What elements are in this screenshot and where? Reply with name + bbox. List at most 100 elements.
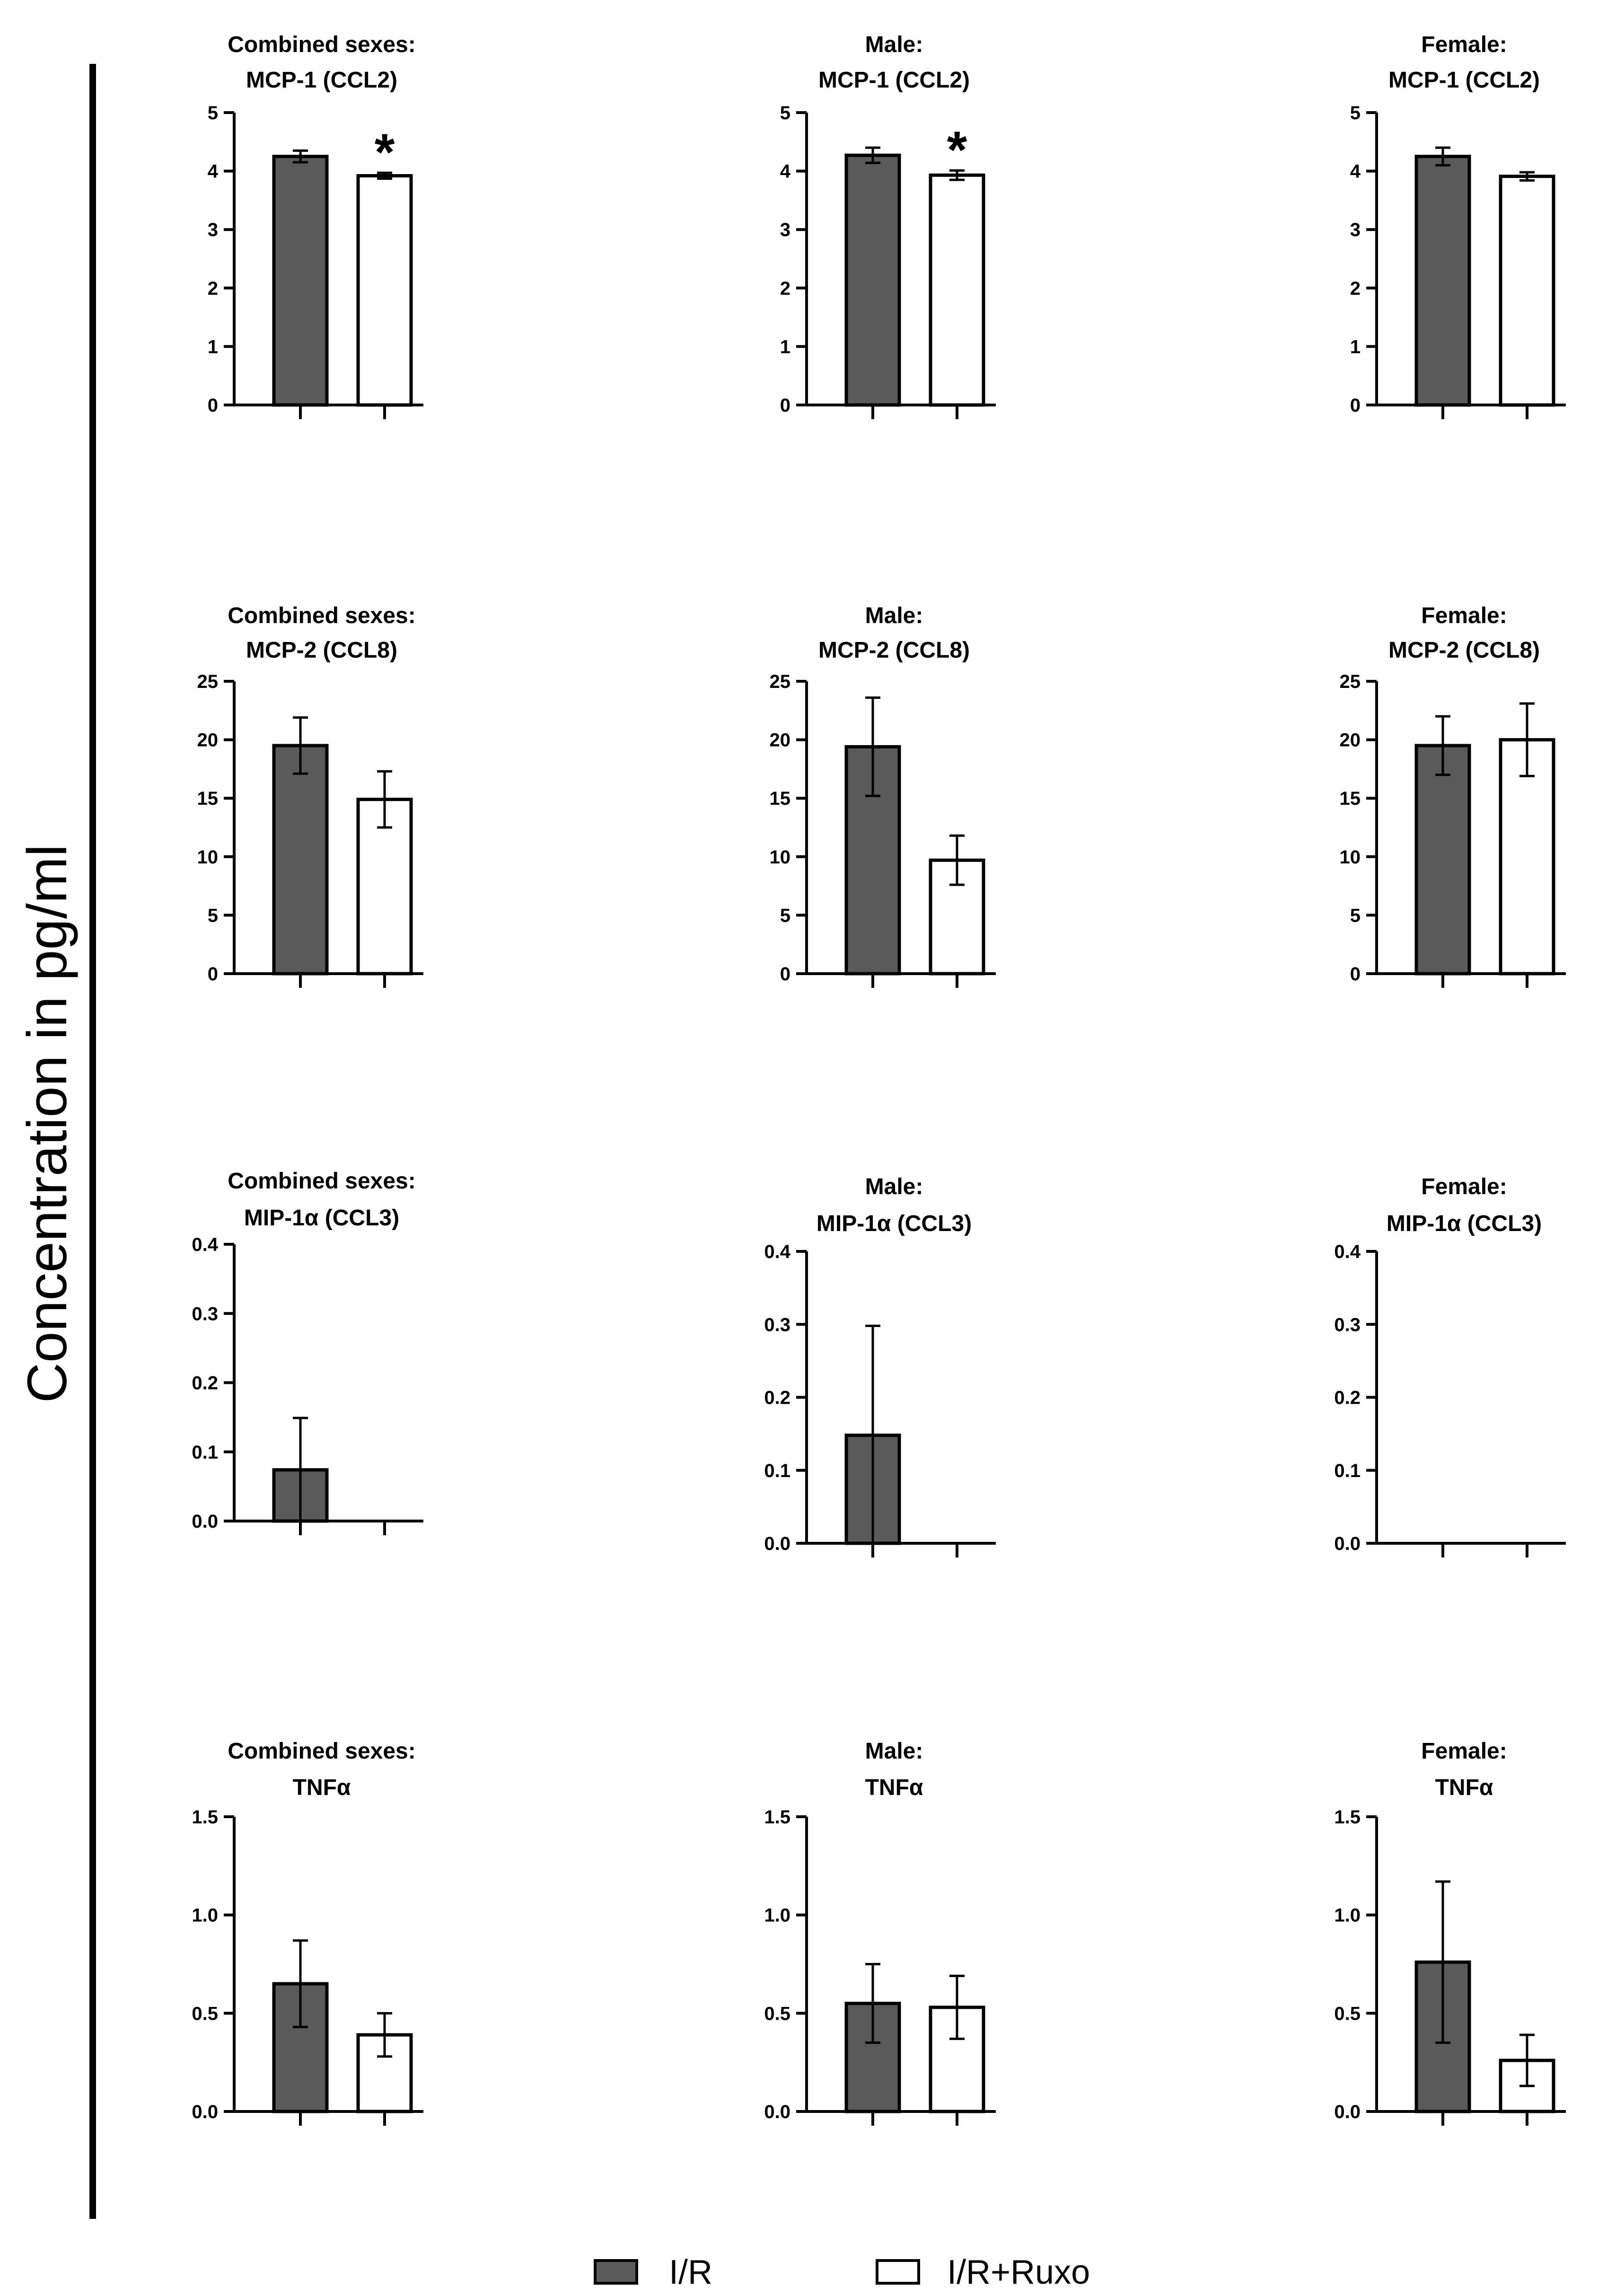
chart-title-line1: Male: [865,1739,923,1764]
y-tick-label: 0.0 [764,1533,790,1554]
bar-ir [844,153,901,407]
y-tick-label: 1.5 [764,1807,790,1828]
chart-title-line1: Female: [1421,1174,1507,1199]
y-tick-label: 0.5 [764,2003,790,2024]
chart-title-line2: TNFα [1435,1775,1493,1800]
y-tick-label: 0.0 [192,1511,218,1532]
y-tick-label: 0 [780,964,790,985]
y-tick-label: 0.0 [1334,1533,1361,1554]
y-tick-label: 1.0 [1334,1905,1361,1926]
chart-panel: Combined sexes: TNFα 0.0 0.5 1.0 1.5 [192,1739,423,2126]
y-tick-label: 2 [780,278,790,299]
panels-group: Combined sexes:MCP-1 (CCL2)012345*Male:M… [192,32,1566,2126]
chart-title-line2: TNFα [865,1775,923,1800]
chart-title-line1: Male: [865,1174,923,1199]
chart-panel: Female: MIP-1α (CCL3) 0.0 0.1 0.2 0.3 0.4 [1334,1174,1566,1557]
legend-label-ir: I/R [669,2253,712,2290]
y-tick-label: 4 [1350,161,1361,182]
chart-title-line2: TNFα [293,1775,351,1800]
bar-ir [272,155,329,407]
y-tick-label: 2 [208,278,218,299]
y-tick-label: 0.4 [1334,1241,1361,1262]
chart-panel: Male: MCP-1 (CCL2) 0 1 2 3 4 5 * [780,32,996,419]
y-axis-label-svg: Concentration in pg/ml [16,845,79,1403]
legend-label-ruxo: I/R+Ruxo [947,2253,1090,2290]
y-tick-label: 10 [770,847,791,868]
y-tick-label: 0.1 [192,1442,218,1463]
y-axis-label: Concentration in pg/ml [19,845,79,1403]
y-tick-label: 2 [1350,278,1361,299]
chart-title-line1: Female: [1421,1739,1507,1764]
bar-ir [1414,744,1471,976]
y-tick-label: 1.0 [192,1905,218,1926]
y-tick-label: 0.1 [1334,1460,1361,1481]
y-tick-label: 0 [1350,964,1361,985]
y-tick-label: 0.3 [1334,1314,1361,1335]
y-tick-label: 25 [197,671,219,692]
y-tick-label: 0.5 [1334,2003,1361,2024]
chart-title-line2: MCP-1 (CCL2) [818,68,970,93]
bar-ruxo [1499,175,1555,407]
legend-swatch-ruxo [876,2259,920,2285]
chart-title-line1: Combined sexes: [228,1739,415,1764]
y-tick-label: 0 [1350,395,1361,416]
bar-ir [272,744,329,976]
chart-panel: Combined sexes: MCP-1 (CCL2) 0 1 2 3 4 5 * [208,32,423,419]
y-tick-label: 3 [1350,220,1361,240]
y-tick-label: 10 [197,847,219,868]
significance-marker: * [375,123,395,181]
y-tick-label: 20 [1340,730,1361,751]
y-tick-label: 0 [780,395,790,416]
y-tick-label: 20 [770,730,791,751]
y-tick-label: 0.3 [764,1314,790,1335]
y-tick-label: 0 [208,964,218,985]
y-tick-label: 5 [1350,103,1361,123]
chart-panel: Male: MIP-1α (CCL3) 0.0 0.1 0.2 0.3 0.4 [764,1174,996,1557]
y-tick-label: 0.0 [764,2102,790,2122]
bar-ir [1414,155,1471,407]
y-tick-label: 4 [208,161,219,182]
y-tick-label: 0.2 [764,1388,790,1408]
y-tick-label: 15 [1340,788,1361,809]
y-tick-label: 0 [208,395,218,416]
y-tick-label: 0.4 [192,1234,218,1255]
y-tick-label: 3 [208,220,218,240]
chart-title-line2: MIP-1α (CCL3) [1387,1211,1542,1236]
chart-panel: Female: MCP-2 (CCL8) 0 5 10 15 20 25 [1340,603,1566,988]
chart-title-line1: Female: [1421,32,1507,57]
chart-title-line2: MCP-2 (CCL8) [818,638,970,663]
y-tick-label: 20 [197,730,219,751]
y-tick-label: 1 [208,336,218,357]
chart-panel: Male: TNFα 0.0 0.5 1.0 1.5 [764,1739,996,2126]
chart-title-line1: Combined sexes: [228,32,415,57]
y-tick-label: 1.0 [764,1905,790,1926]
y-tick-label: 0.2 [1334,1388,1361,1408]
y-tick-label: 0.1 [764,1460,790,1481]
chart-title-line1: Combined sexes: [228,1169,415,1194]
y-tick-label: 0.0 [192,2102,218,2122]
y-tick-label: 25 [770,671,791,692]
chart-title-line1: Female: [1421,603,1507,628]
chart-title-line1: Combined sexes: [228,603,415,628]
y-tick-label: 0.2 [192,1373,218,1394]
chart-panel: Male: MCP-2 (CCL8) 0 5 10 15 20 25 [770,603,996,988]
chart-panel: Combined sexes: MCP-2 (CCL8) 0 5 10 15 20 25 [197,603,423,988]
y-tick-label: 10 [1340,847,1361,868]
y-tick-label: 0.3 [192,1303,218,1324]
y-tick-label: 15 [197,788,219,809]
chart-title-line2: MCP-1 (CCL2) [1388,68,1540,93]
y-tick-label: 15 [770,788,791,809]
y-tick-label: 5 [1350,905,1361,926]
y-tick-label: 0.0 [1334,2102,1361,2122]
bar-ruxo [356,174,413,407]
y-tick-label: 4 [780,161,791,182]
legend-svg: I/R I/R+Ruxo [594,2253,1090,2291]
y-tick-label: 1 [1350,336,1361,357]
chart-title-line2: MCP-2 (CCL8) [1388,638,1540,663]
significance-marker: * [947,121,967,179]
y-tick-label: 5 [208,905,218,926]
chart-title-line2: MCP-1 (CCL2) [246,68,397,93]
bar-ruxo [929,173,985,407]
y-tick-label: 1.5 [1334,1807,1361,1828]
